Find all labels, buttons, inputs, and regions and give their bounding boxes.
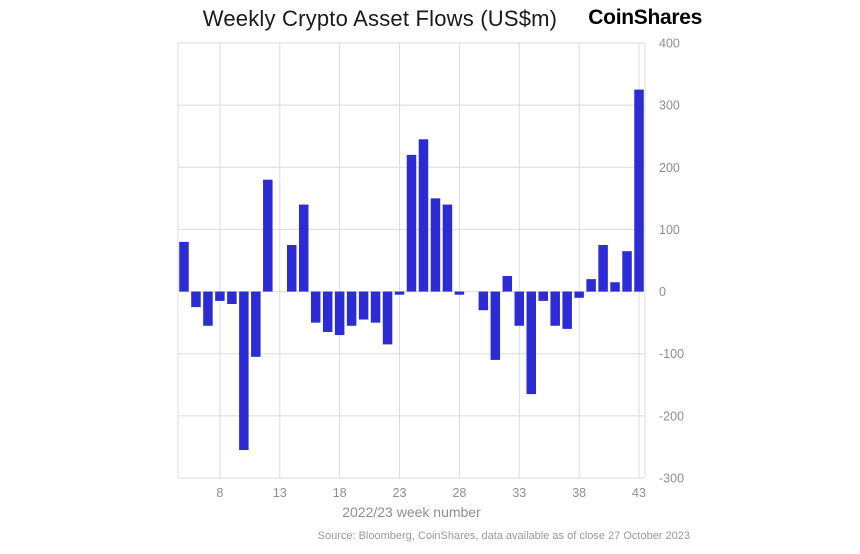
y-tick-label: 300	[659, 99, 680, 113]
bar-week-31	[490, 291, 501, 360]
bar-week-24	[406, 154, 417, 292]
bar-week-6	[191, 291, 201, 308]
y-tick-label: 100	[659, 223, 680, 237]
bar-week-12	[263, 179, 273, 292]
x-tick-label: 23	[393, 486, 407, 500]
bar-week-22	[382, 291, 393, 345]
bar-week-20	[358, 291, 369, 320]
bar-week-26	[430, 198, 441, 292]
bar-week-34	[526, 291, 536, 395]
bar-week-23	[394, 291, 405, 295]
plot-frame	[177, 42, 646, 479]
y-tick-label: 200	[659, 161, 680, 175]
bar-week-43	[634, 89, 644, 292]
bar-week-41	[610, 282, 620, 292]
x-tick-label: 18	[333, 486, 347, 500]
bar-week-5	[179, 241, 189, 292]
bar-week-25	[418, 139, 429, 292]
bar-week-18	[334, 291, 345, 336]
bar-week-30	[478, 291, 489, 311]
bar-week-7	[203, 291, 213, 326]
bar-week-37	[562, 291, 572, 329]
bar-week-35	[538, 291, 548, 301]
y-tick-label: -300	[659, 472, 684, 486]
bar-week-15	[298, 204, 309, 292]
bar-week-19	[346, 291, 357, 326]
x-tick-label: 33	[512, 486, 526, 500]
bar-week-27	[442, 204, 453, 292]
x-tick-label: 13	[273, 486, 287, 500]
bar-week-28	[454, 291, 465, 295]
bar-week-11	[251, 291, 261, 357]
bar-week-9	[227, 291, 237, 304]
source-note: Source: Bloomberg, CoinShares, data avai…	[317, 530, 690, 542]
coinshares-logo: CoinShares	[588, 6, 702, 29]
bar-week-42	[622, 251, 632, 292]
bar-week-38	[574, 291, 584, 298]
bar-week-17	[322, 291, 333, 332]
bar-week-21	[370, 291, 381, 323]
bar-week-16	[310, 291, 321, 323]
x-tick-label: 43	[632, 486, 646, 500]
x-tick-label: 38	[572, 486, 586, 500]
bar-week-33	[514, 291, 525, 326]
y-tick-label: -200	[659, 409, 684, 423]
chart-title: Weekly Crypto Asset Flows (US$m)	[202, 6, 558, 31]
bar-week-36	[550, 291, 560, 326]
bar-week-14	[287, 244, 297, 292]
bar-week-40	[598, 244, 608, 292]
y-tick-label: 0	[659, 285, 666, 299]
bar-week-8	[215, 291, 225, 301]
x-tick-label: 8	[216, 486, 223, 500]
bar-week-32	[502, 276, 513, 292]
bar-week-39	[586, 279, 596, 292]
x-axis-title: 2022/23 week number	[342, 504, 481, 520]
x-tick-label: 28	[452, 486, 466, 500]
bar-week-10	[239, 291, 249, 451]
y-tick-label: 400	[659, 37, 680, 51]
y-tick-label: -100	[659, 347, 684, 361]
